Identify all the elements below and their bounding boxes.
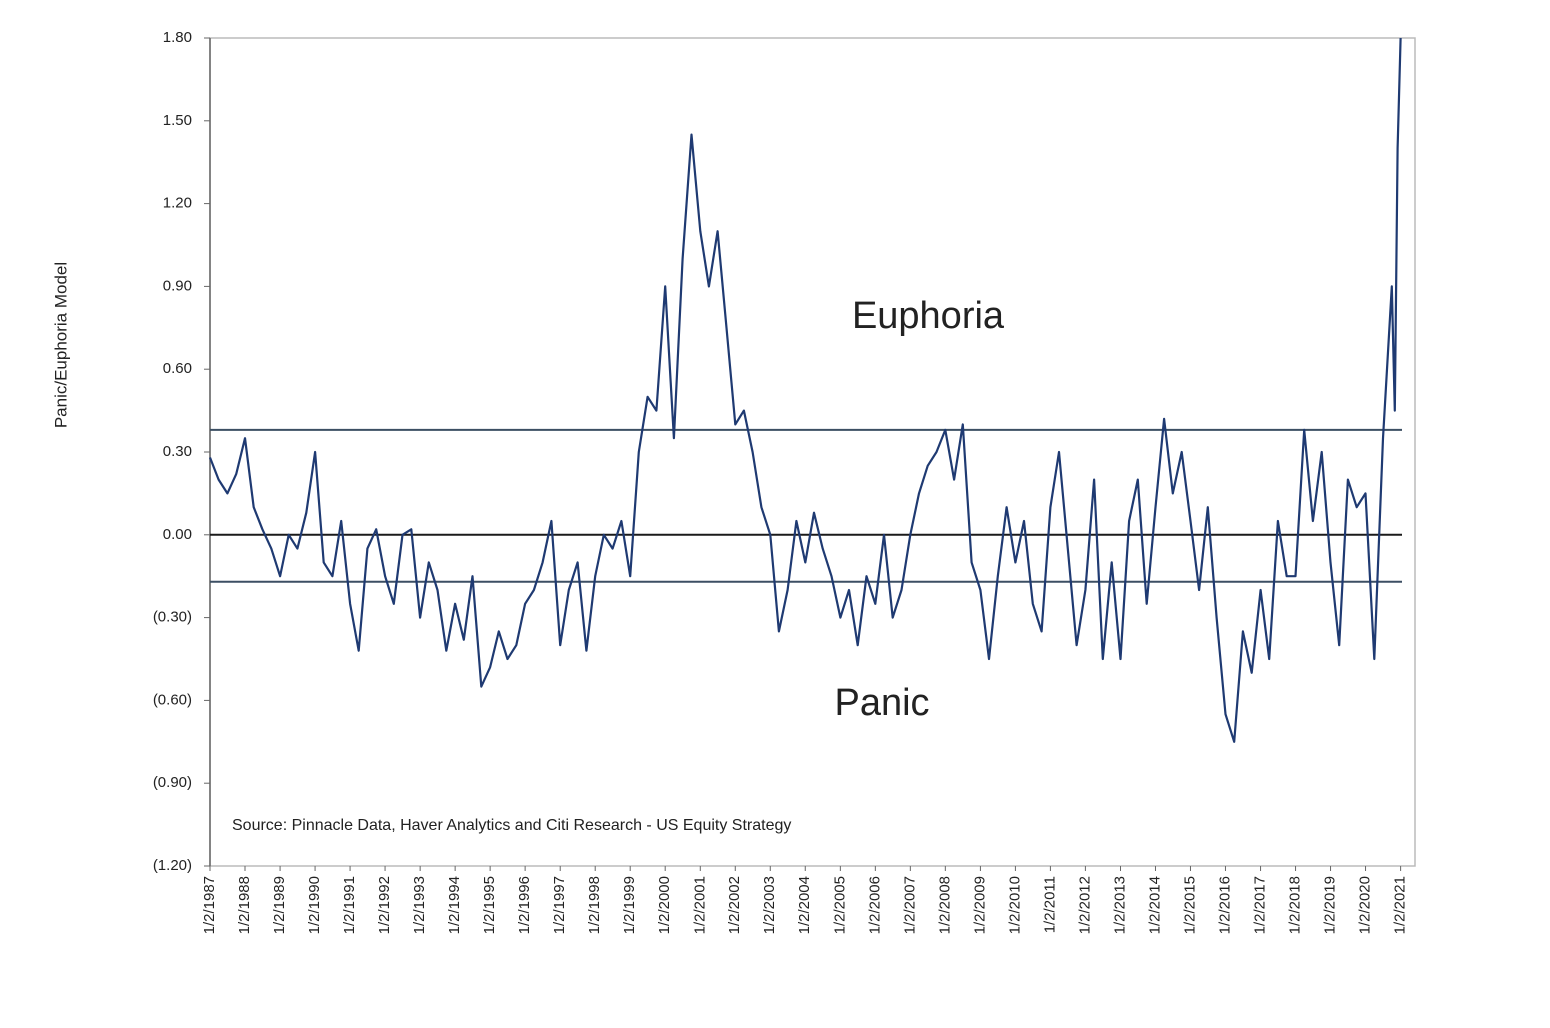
x-tick-label: 1/2/2007 bbox=[901, 876, 918, 934]
x-tick-label: 1/2/1995 bbox=[481, 876, 498, 934]
x-tick-label: 1/2/2019 bbox=[1322, 876, 1339, 934]
x-tick-label: 1/2/1994 bbox=[446, 876, 463, 934]
x-tick-label: 1/2/2021 bbox=[1392, 876, 1409, 934]
y-tick-label: 1.80 bbox=[163, 29, 192, 46]
y-tick-label: (0.30) bbox=[153, 609, 192, 626]
y-tick-label: (0.90) bbox=[153, 774, 192, 791]
x-tick-label: 1/2/2001 bbox=[691, 876, 708, 934]
y-tick-label: 0.30 bbox=[163, 443, 192, 460]
x-tick-label: 1/2/2010 bbox=[1006, 876, 1023, 934]
y-tick-label: (1.20) bbox=[153, 857, 192, 874]
annotation: Euphoria bbox=[852, 295, 1005, 337]
x-tick-label: 1/2/1998 bbox=[586, 876, 603, 934]
y-axis-label: Panic/Euphoria Model bbox=[51, 262, 70, 428]
x-tick-label: 1/2/1990 bbox=[306, 876, 323, 934]
x-tick-label: 1/2/1993 bbox=[411, 876, 428, 934]
source-note: Source: Pinnacle Data, Haver Analytics a… bbox=[232, 817, 791, 834]
y-tick-label: 1.50 bbox=[163, 112, 192, 129]
y-tick-label: 1.20 bbox=[163, 195, 192, 212]
x-tick-label: 1/2/1992 bbox=[376, 876, 393, 934]
x-tick-label: 1/2/2005 bbox=[831, 876, 848, 934]
x-tick-label: 1/2/2009 bbox=[971, 876, 988, 934]
x-tick-label: 1/2/1999 bbox=[621, 876, 638, 934]
y-tick-label: 0.60 bbox=[163, 360, 192, 377]
x-tick-label: 1/2/2013 bbox=[1111, 876, 1128, 934]
y-tick-label: 0.00 bbox=[163, 526, 192, 543]
y-tick-label: 0.90 bbox=[163, 277, 192, 294]
x-tick-label: 1/2/1987 bbox=[201, 876, 218, 934]
x-tick-label: 1/2/2014 bbox=[1146, 876, 1163, 934]
x-tick-label: 1/2/2016 bbox=[1216, 876, 1233, 934]
x-tick-label: 1/2/1997 bbox=[551, 876, 568, 934]
x-tick-label: 1/2/2002 bbox=[726, 876, 743, 934]
x-tick-label: 1/2/2008 bbox=[936, 876, 953, 934]
y-tick-label: (0.60) bbox=[153, 691, 192, 708]
x-tick-label: 1/2/2017 bbox=[1252, 876, 1269, 934]
annotation: Panic bbox=[834, 682, 929, 724]
x-tick-label: 1/2/1988 bbox=[236, 876, 253, 934]
x-tick-label: 1/2/2020 bbox=[1356, 876, 1373, 934]
x-tick-label: 1/2/1989 bbox=[271, 876, 288, 934]
x-tick-label: 1/2/2004 bbox=[796, 876, 813, 934]
x-tick-label: 1/2/2003 bbox=[761, 876, 778, 934]
x-tick-label: 1/2/1991 bbox=[341, 876, 358, 934]
x-tick-label: 1/2/2015 bbox=[1181, 876, 1198, 934]
series-line bbox=[208, 37, 1402, 743]
x-tick-label: 1/2/2018 bbox=[1287, 876, 1304, 934]
x-tick-label: 1/2/2000 bbox=[656, 876, 673, 934]
x-tick-label: 1/2/2011 bbox=[1041, 876, 1058, 933]
x-tick-label: 1/2/1996 bbox=[516, 876, 533, 934]
x-tick-label: 1/2/2006 bbox=[866, 876, 883, 934]
x-tick-label: 1/2/2012 bbox=[1076, 876, 1093, 934]
